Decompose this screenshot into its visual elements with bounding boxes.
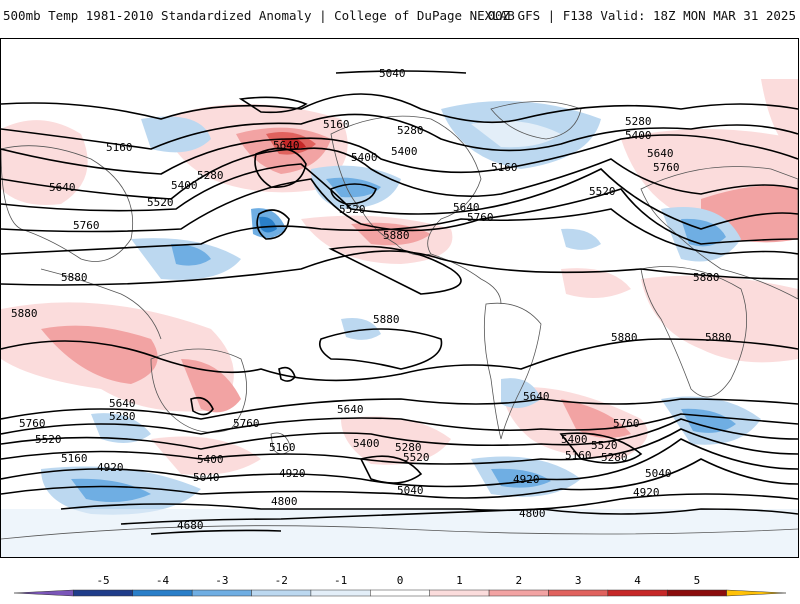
anomaly-shading xyxy=(1,79,798,557)
colorbar: -5 -4 -3 -2 -1 0 1 2 3 4 5 xyxy=(0,568,800,600)
contour-label: 5160 xyxy=(565,449,592,462)
contour-label: 5040 xyxy=(379,67,406,80)
colorbar-tick-label: -4 xyxy=(156,574,170,587)
header: 500mb Temp 1981-2010 Standardized Anomal… xyxy=(0,0,800,38)
colorbar-swatch xyxy=(370,589,430,597)
colorbar-swatch xyxy=(310,589,371,597)
contour-label: 5400 xyxy=(625,129,652,142)
contour-label: 5040 xyxy=(397,484,424,497)
contour-label: 5160 xyxy=(106,141,133,154)
coastlines xyxy=(1,101,798,540)
contour-label: 5640 xyxy=(49,181,76,194)
contour-label: 4800 xyxy=(519,507,546,520)
colorbar-tick-label: -5 xyxy=(96,574,109,587)
contour-label: 5280 xyxy=(601,451,628,464)
colorbar-swatch xyxy=(73,589,134,597)
contour-label: 5760 xyxy=(73,219,100,232)
contour-label: 5160 xyxy=(269,441,296,454)
contour-label: 5640 xyxy=(523,390,550,403)
map-canvas: 5040 5160 5280 5400 5640 5160 5400 5520 … xyxy=(1,67,798,557)
contour-label: 5520 xyxy=(403,451,430,464)
contour-label: 5760 xyxy=(233,417,260,430)
map-panel: 5040 5160 5280 5400 5640 5160 5400 5520 … xyxy=(0,38,799,558)
colorbar-tick-label: 0 xyxy=(397,574,404,587)
contour-label: 5280 xyxy=(395,441,422,454)
contour-label: 5760 xyxy=(467,211,494,224)
contour-label: 5520 xyxy=(589,185,616,198)
contour-label: 5880 xyxy=(383,229,410,242)
contour-label: 5280 xyxy=(197,169,224,182)
contour-label: 5760 xyxy=(653,161,680,174)
colorbar-swatch xyxy=(666,589,727,597)
colorbar-swatch xyxy=(132,589,193,597)
contour-label: 5640 xyxy=(337,403,364,416)
colorbar-swatch xyxy=(488,589,549,597)
contour-label: 5760 xyxy=(19,417,46,430)
contour-label: 4800 xyxy=(271,495,298,508)
colorbar-tick-label: -2 xyxy=(275,574,288,587)
contour-label: 5400 xyxy=(171,179,198,192)
contour-label: 5400 xyxy=(561,433,588,446)
contour-label: 4920 xyxy=(279,467,306,480)
colorbar-swatch xyxy=(251,589,312,597)
colorbar-svg: -5 -4 -3 -2 -1 0 1 2 3 4 5 xyxy=(13,574,787,597)
colorbar-tick-label: 4 xyxy=(634,574,641,587)
colorbar-swatch xyxy=(191,589,252,597)
contour-label: 4920 xyxy=(513,473,540,486)
contour-label: 5280 xyxy=(625,115,652,128)
contour-label: 5640 xyxy=(647,147,674,160)
contour-label: 4920 xyxy=(97,461,124,474)
contour-label: 5160 xyxy=(323,118,350,131)
contour-label: 5520 xyxy=(339,203,366,216)
contour-label: 5040 xyxy=(645,467,672,480)
contour-label: 5640 xyxy=(109,397,136,410)
contour-label: 5400 xyxy=(351,151,378,164)
contour-label: 5880 xyxy=(11,307,38,320)
contour-label: 5520 xyxy=(35,433,62,446)
colorbar-tick-label: 5 xyxy=(694,574,701,587)
contour-label: 5520 xyxy=(147,196,174,209)
colorbar-swatch xyxy=(429,589,490,597)
contour-label: 5640 xyxy=(453,201,480,214)
contour-label: 5640 xyxy=(273,139,300,152)
colorbar-tick-label: -3 xyxy=(215,574,228,587)
colorbar-tick-label: -1 xyxy=(334,574,347,587)
colorbar-tick-label: 1 xyxy=(456,574,463,587)
contour-label: 5040 xyxy=(193,471,220,484)
contour-label: 5160 xyxy=(61,452,88,465)
height-contours xyxy=(1,70,798,535)
colorbar-swatch xyxy=(607,589,668,597)
contour-label: 5280 xyxy=(109,410,136,423)
contour-label: 5880 xyxy=(373,313,400,326)
contour-label: 4680 xyxy=(177,519,204,532)
model-valid-time: 00Z GFS | F138 Valid: 18Z MON MAR 31 202… xyxy=(487,8,796,23)
colorbar-swatch xyxy=(726,589,787,597)
contour-label: 5400 xyxy=(391,145,418,158)
contour-label: 5880 xyxy=(61,271,88,284)
contour-label: 5280 xyxy=(397,124,424,137)
contour-label: 5400 xyxy=(197,453,224,466)
contour-label: 5760 xyxy=(613,417,640,430)
contour-label: 4920 xyxy=(633,486,660,499)
colorbar-tick-label: 2 xyxy=(515,574,522,587)
map-title: 500mb Temp 1981-2010 Standardized Anomal… xyxy=(3,8,515,23)
contour-label: 5160 xyxy=(491,161,518,174)
contour-label: 5880 xyxy=(693,271,720,284)
contour-label: 5520 xyxy=(591,439,618,452)
contour-label: 5400 xyxy=(353,437,380,450)
colorbar-tick-label: 3 xyxy=(575,574,582,587)
colorbar-swatch xyxy=(548,589,609,597)
contour-labels: 5040 5160 5280 5400 5640 5160 5400 5520 … xyxy=(11,67,732,532)
contour-label: 5880 xyxy=(705,331,732,344)
colorbar-swatch xyxy=(13,589,74,597)
contour-label: 5880 xyxy=(611,331,638,344)
